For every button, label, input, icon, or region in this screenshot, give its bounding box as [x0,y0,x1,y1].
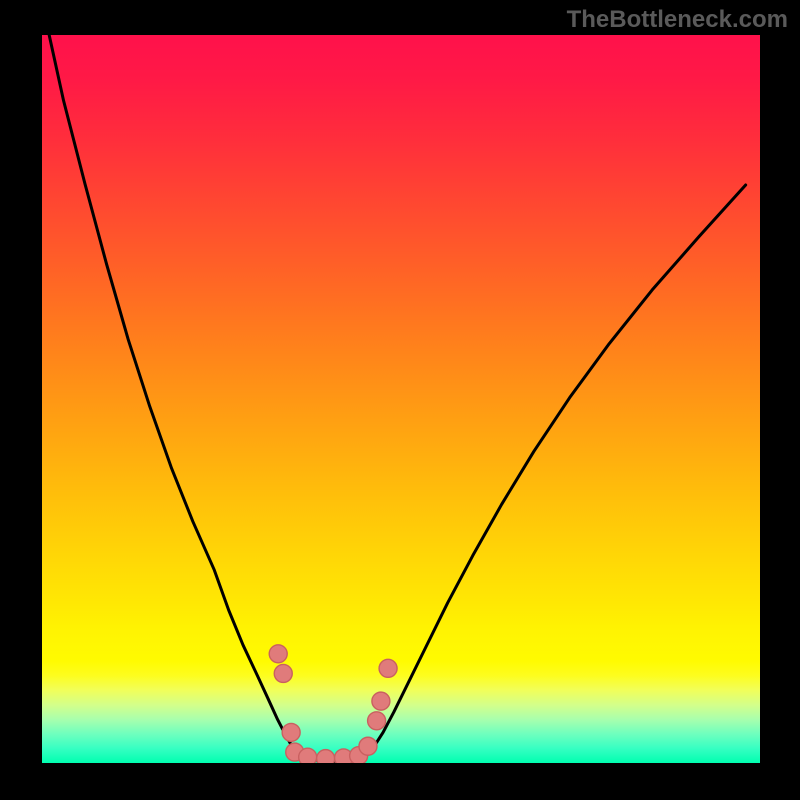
data-marker [372,692,390,710]
data-marker [274,664,292,682]
data-marker [282,723,300,741]
data-marker [379,659,397,677]
bottleneck-curve-chart [42,35,760,763]
data-marker [317,750,335,763]
data-marker [359,737,377,755]
watermark-text: TheBottleneck.com [567,6,788,34]
gradient-background [42,35,760,763]
data-marker [269,645,287,663]
plot-area [42,35,760,763]
data-marker [299,748,317,763]
chart-frame: TheBottleneck.com [0,0,800,800]
data-marker [368,712,386,730]
